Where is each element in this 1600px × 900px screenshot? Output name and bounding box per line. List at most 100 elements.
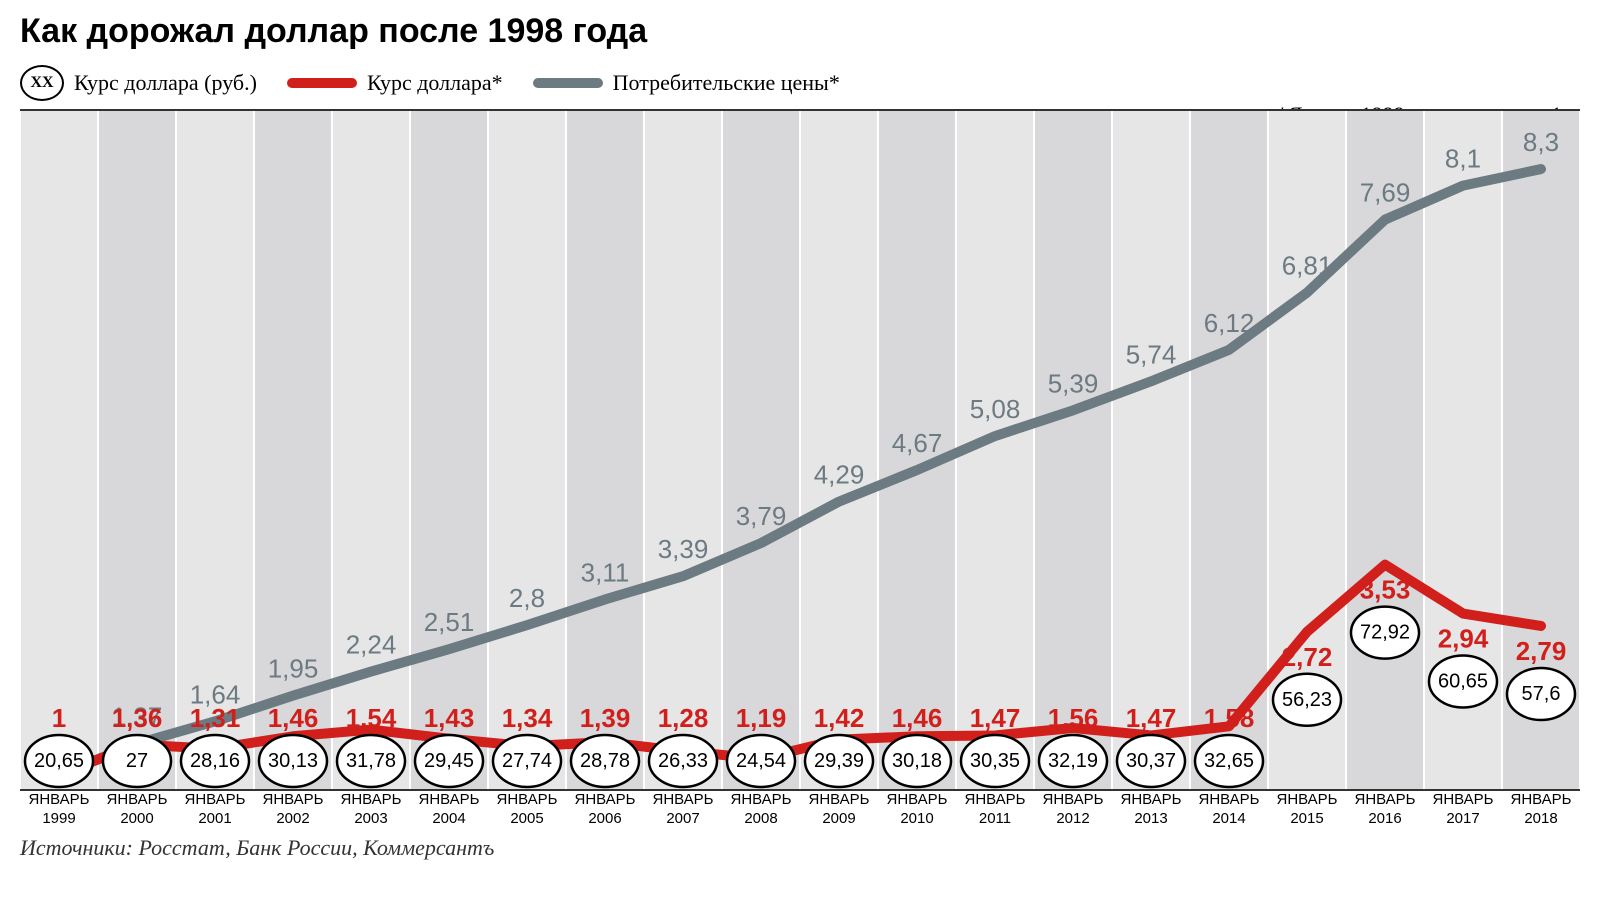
x-axis-label: ЯНВАРЬ2006	[566, 791, 644, 829]
rate-circle-value: 57,6	[1522, 683, 1561, 705]
legend-gray-line-icon	[533, 78, 603, 88]
gray-value-label: 5,74	[1126, 339, 1177, 369]
rate-circle-value: 72,92	[1360, 622, 1410, 644]
x-axis-label: ЯНВАРЬ2011	[956, 791, 1034, 829]
x-axis-label: ЯНВАРЬ2001	[176, 791, 254, 829]
gray-value-label: 3,39	[658, 534, 709, 564]
x-axis-label: ЯНВАРЬ2008	[722, 791, 800, 829]
sources-text: Источники: Росстат, Банк России, Коммерс…	[20, 835, 1580, 861]
legend: XX Курс доллара (руб.) Курс доллара* Пот…	[20, 65, 1580, 101]
red-value-label: 1,58	[1204, 703, 1255, 733]
x-axis-label: ЯНВАРЬ2018	[1502, 791, 1580, 829]
red-value-label: 2,94	[1438, 624, 1489, 654]
x-axis-label: ЯНВАРЬ2015	[1268, 791, 1346, 829]
legend-circle-text: Курс доллара (руб.)	[74, 70, 257, 96]
red-value-label: 2,72	[1282, 642, 1333, 672]
gray-value-label: 2,24	[346, 630, 397, 660]
x-axis-label: ЯНВАРЬ2016	[1346, 791, 1424, 829]
gray-value-label: 4,67	[892, 428, 943, 458]
x-axis-label: ЯНВАРЬ2012	[1034, 791, 1112, 829]
x-axis-label: ЯНВАРЬ2014	[1190, 791, 1268, 829]
gray-value-label: 1,95	[268, 654, 319, 684]
red-value-label: 1,46	[268, 703, 319, 733]
red-value-label: 1	[52, 703, 66, 733]
rate-circle-value: 28,78	[580, 750, 630, 772]
rate-circle-value: 29,39	[814, 750, 864, 772]
gray-value-label: 6,81	[1282, 251, 1333, 281]
red-value-label: 3,53	[1360, 575, 1411, 605]
gray-value-label: 5,39	[1048, 368, 1099, 398]
rate-circle-value: 20,65	[34, 750, 84, 772]
red-value-label: 1,31	[190, 703, 241, 733]
rate-circle-value: 27,74	[502, 750, 552, 772]
bg-stripe	[98, 111, 176, 791]
rate-circle-value: 56,23	[1282, 689, 1332, 711]
red-value-label: 2,79	[1516, 636, 1567, 666]
rate-circle-value: 28,16	[190, 750, 240, 772]
red-value-label: 1,43	[424, 703, 475, 733]
rate-circle-value: 24,54	[736, 750, 786, 772]
gray-value-label: 3,79	[736, 501, 787, 531]
red-value-label: 1,47	[1126, 703, 1177, 733]
rate-circle-value: 31,78	[346, 750, 396, 772]
rate-circle-value: 26,33	[658, 750, 708, 772]
red-value-label: 1,56	[1048, 703, 1099, 733]
red-value-label: 1,42	[814, 703, 865, 733]
rate-circle-value: 32,19	[1048, 750, 1098, 772]
bg-stripe	[1034, 111, 1112, 791]
x-axis-label: ЯНВАРЬ2003	[332, 791, 410, 829]
red-value-label: 1,39	[580, 703, 631, 733]
legend-red-line-icon	[287, 78, 357, 88]
bg-stripe	[566, 111, 644, 791]
legend-item-red: Курс доллара*	[287, 70, 503, 96]
gray-value-label: 2,51	[424, 607, 475, 637]
chart-svg: 11,371,641,952,242,512,83,113,393,794,29…	[20, 111, 1580, 791]
red-value-label: 1,28	[658, 703, 709, 733]
gray-value-label: 6,12	[1204, 308, 1255, 338]
rate-circle-value: 30,35	[970, 750, 1020, 772]
gray-value-label: 8,3	[1523, 127, 1559, 157]
gray-value-label: 8,1	[1445, 144, 1481, 174]
legend-red-text: Курс доллара*	[367, 70, 503, 96]
legend-item-gray: Потребительские цены*	[533, 70, 840, 96]
rate-circle-value: 60,65	[1438, 671, 1488, 693]
gray-value-label: 7,69	[1360, 178, 1411, 208]
bg-stripe	[488, 111, 566, 791]
gray-value-label: 2,8	[509, 583, 545, 613]
legend-gray-text: Потребительские цены*	[613, 70, 840, 96]
red-value-label: 1,34	[502, 703, 553, 733]
x-axis-label: ЯНВАРЬ1999	[20, 791, 98, 829]
red-value-label: 1,36	[112, 703, 163, 733]
chart-area: 11,371,641,952,242,512,83,113,393,794,29…	[20, 109, 1580, 829]
bg-stripe	[410, 111, 488, 791]
bg-stripe	[332, 111, 410, 791]
rate-circle-value: 32,65	[1204, 750, 1254, 772]
x-axis-label: ЯНВАРЬ2017	[1424, 791, 1502, 829]
red-value-label: 1,46	[892, 703, 943, 733]
bg-stripe	[20, 111, 98, 791]
rate-circle-value: 30,13	[268, 750, 318, 772]
gray-value-label: 3,11	[581, 557, 630, 587]
rate-circle-value: 27	[126, 750, 148, 772]
rate-circle-value: 30,18	[892, 750, 942, 772]
x-axis-label: ЯНВАРЬ2007	[644, 791, 722, 829]
red-value-label: 1,54	[346, 703, 397, 733]
legend-circle-icon: XX	[20, 65, 64, 101]
bg-stripe	[1112, 111, 1190, 791]
x-axis-label: ЯНВАРЬ2002	[254, 791, 332, 829]
rate-circle-value: 29,45	[424, 750, 474, 772]
x-axis-label: ЯНВАРЬ2010	[878, 791, 956, 829]
rate-circle-value: 30,37	[1126, 750, 1176, 772]
red-value-label: 1,19	[736, 703, 787, 733]
x-axis-label: ЯНВАРЬ2005	[488, 791, 566, 829]
x-axis-label: ЯНВАРЬ2000	[98, 791, 176, 829]
x-axis-label: ЯНВАРЬ2004	[410, 791, 488, 829]
x-axis-label: ЯНВАРЬ2013	[1112, 791, 1190, 829]
bg-stripe	[800, 111, 878, 791]
x-axis-label: ЯНВАРЬ2009	[800, 791, 878, 829]
x-axis-labels: ЯНВАРЬ1999ЯНВАРЬ2000ЯНВАРЬ2001ЯНВАРЬ2002…	[20, 791, 1580, 829]
bg-stripe	[722, 111, 800, 791]
gray-value-label: 4,29	[814, 460, 865, 490]
legend-item-circle: XX Курс доллара (руб.)	[20, 65, 257, 101]
bg-stripe	[644, 111, 722, 791]
